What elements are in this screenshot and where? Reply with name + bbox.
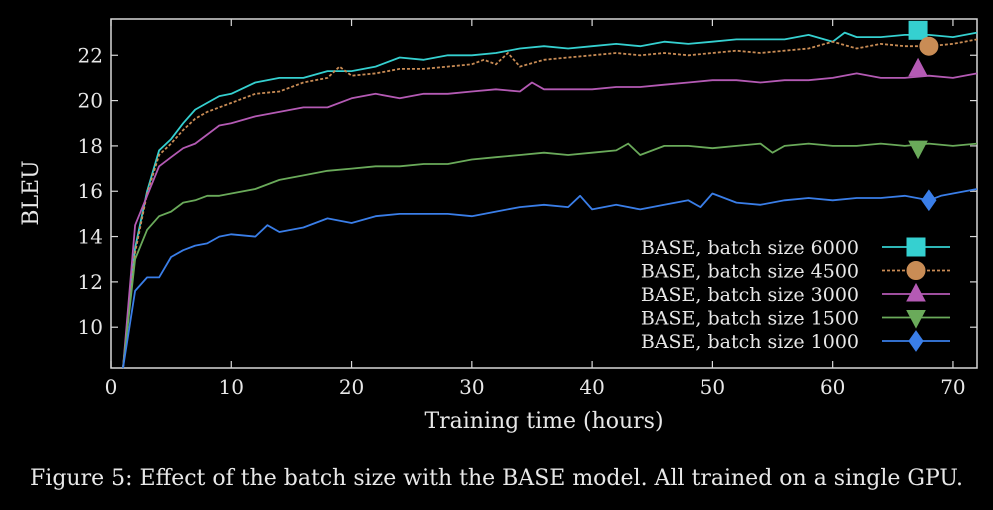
legend-label-1: BASE, batch size 6000 xyxy=(641,237,859,259)
series-line-2 xyxy=(122,38,978,369)
x-tick-label: 70 xyxy=(940,375,965,399)
legend-label-4: BASE, batch size 1500 xyxy=(641,308,859,330)
legend-marker-2 xyxy=(906,261,926,280)
y-tick-label: 20 xyxy=(78,89,103,113)
y-tick-label: 10 xyxy=(78,315,103,339)
legend-marker-1 xyxy=(906,237,926,257)
series-marker-1 xyxy=(908,20,928,40)
series-marker-2 xyxy=(919,36,939,56)
x-tick-label: 0 xyxy=(105,375,118,399)
legend-marker-5 xyxy=(908,330,924,352)
series-marker-5 xyxy=(921,189,937,212)
plot-frame xyxy=(110,18,978,369)
series-line-3 xyxy=(122,72,978,369)
legend-marker-4 xyxy=(906,310,926,329)
y-tick-label: 18 xyxy=(78,134,103,158)
series-layer xyxy=(122,20,978,369)
y-axis-label: BLEU xyxy=(19,160,44,225)
y-tick-label: 16 xyxy=(78,179,103,203)
x-tick-label: 40 xyxy=(579,375,604,399)
x-tick-label: 20 xyxy=(339,375,364,399)
legend-label-5: BASE, batch size 1000 xyxy=(641,331,859,353)
series-line-1 xyxy=(122,31,978,369)
y-tick-label: 22 xyxy=(78,43,103,67)
y-tick-label: 12 xyxy=(78,270,103,294)
bleu-line-chart: 0 10 20 30 40 50 60 70 10 12 14 16 18 20 22 BASE, batc… xyxy=(19,18,978,434)
series-marker-3 xyxy=(908,57,928,77)
series-line-5 xyxy=(122,188,978,369)
legend-label-2: BASE, batch size 4500 xyxy=(641,261,859,283)
axis-ticks: 0 10 20 30 40 50 60 70 10 12 14 16 18 20 22 xyxy=(78,19,977,399)
x-axis-label: Training time (hours) xyxy=(424,409,663,434)
legend-label-3: BASE, batch size 3000 xyxy=(641,284,859,306)
series-marker-4 xyxy=(908,140,928,160)
series-line-4 xyxy=(122,142,978,369)
figure-caption: Figure 5: Effect of the batch size with … xyxy=(30,466,963,491)
x-tick-label: 10 xyxy=(219,375,244,399)
legend-marker-3 xyxy=(906,282,926,302)
x-tick-label: 30 xyxy=(459,375,484,399)
y-tick-label: 14 xyxy=(78,225,103,249)
x-tick-label: 60 xyxy=(820,375,845,399)
x-tick-label: 50 xyxy=(700,375,725,399)
